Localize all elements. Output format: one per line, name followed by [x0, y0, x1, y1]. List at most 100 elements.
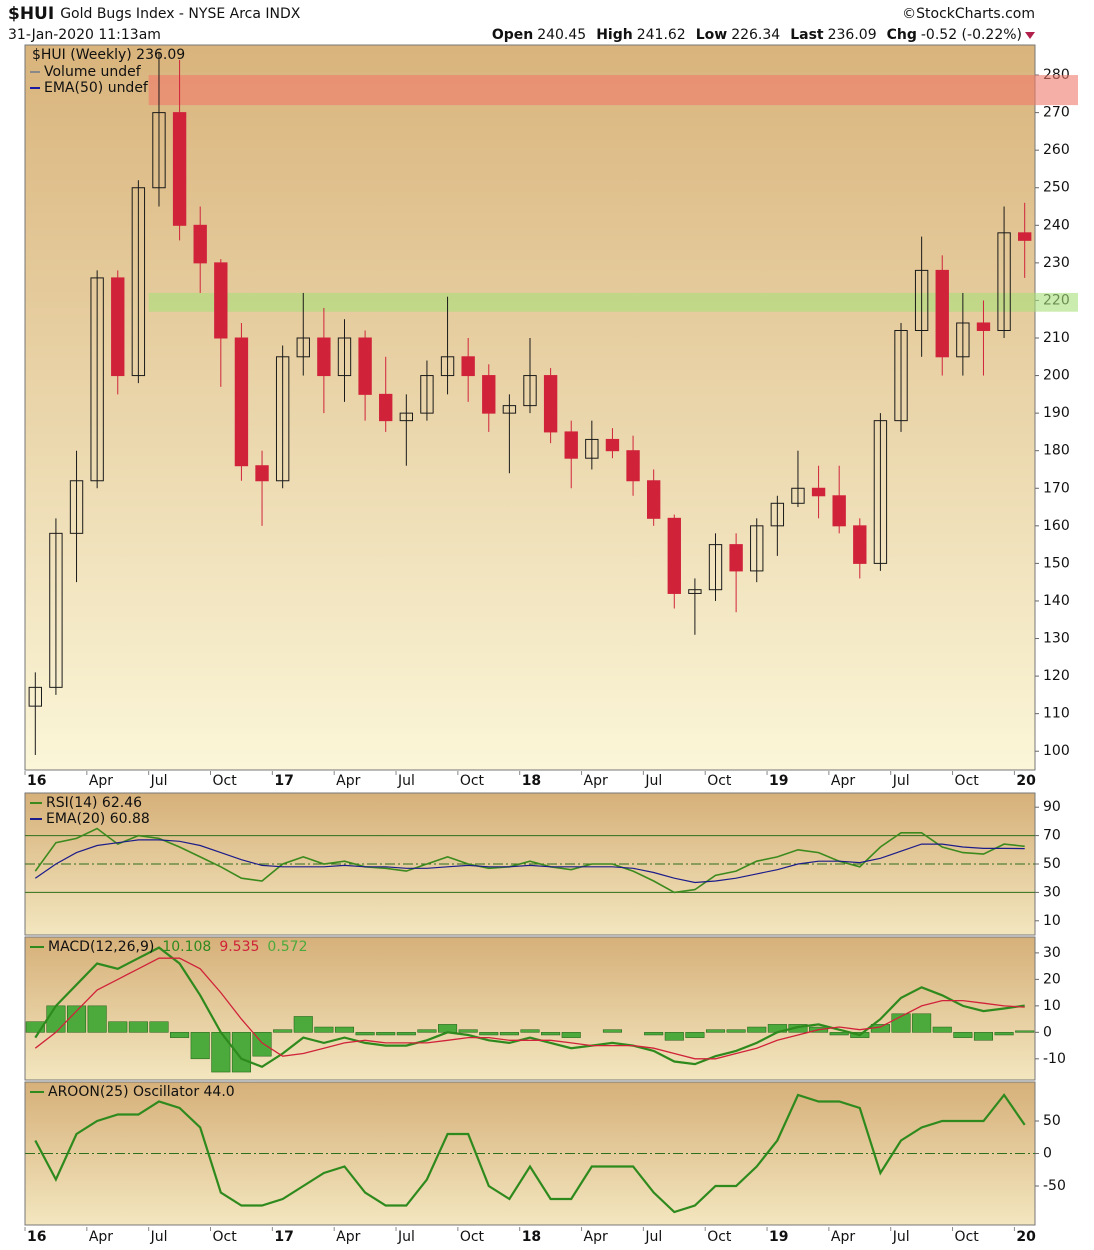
y-tick-label: 110	[1043, 706, 1070, 722]
histogram-bar	[644, 1032, 664, 1036]
histogram-bar	[664, 1032, 684, 1041]
quote-value: 240.45	[537, 27, 586, 43]
series-line	[34, 957, 1025, 1060]
quote-value: 226.34	[731, 27, 780, 43]
x-tick-label: Apr	[584, 1229, 608, 1245]
candle-body	[1018, 232, 1032, 241]
candle-body	[255, 465, 269, 482]
candle-body	[111, 277, 125, 377]
y-tick-label: 120	[1043, 668, 1070, 684]
candle-body	[853, 525, 867, 564]
histogram-bar	[541, 1032, 561, 1036]
y-tick-label: 50	[1043, 1113, 1061, 1129]
series-line	[34, 946, 1025, 1069]
x-tick-label: Oct	[955, 1229, 980, 1245]
histogram-bar	[273, 1029, 293, 1033]
candle-body	[791, 487, 805, 504]
candle-body	[214, 262, 228, 339]
header-title: $HUI Gold Bugs Index - NYSE Arca INDX	[8, 4, 301, 24]
histogram-bar	[438, 1024, 458, 1033]
x-tick-label: 17	[274, 1229, 293, 1245]
y-tick-label: 190	[1043, 405, 1070, 421]
y-tick-label: 140	[1043, 593, 1070, 609]
y-tick-label: 240	[1043, 217, 1070, 233]
x-tick-label: Jul	[644, 773, 662, 789]
legend-entry: 0.572	[267, 939, 307, 955]
x-tick-label: Apr	[831, 1229, 855, 1245]
x-tick-label: Oct	[213, 1229, 238, 1245]
legend-title: MACD(12,26,9)	[48, 939, 154, 955]
x-tick-label: Oct	[213, 773, 238, 789]
x-tick-label: Oct	[460, 773, 485, 789]
candle-body	[997, 232, 1011, 331]
candle-body	[894, 329, 908, 422]
histogram-bar	[602, 1029, 622, 1033]
series-line	[34, 1093, 1026, 1214]
histogram-bar	[334, 1026, 355, 1033]
y-tick-label: 130	[1043, 631, 1070, 647]
histogram-bar	[108, 1021, 128, 1033]
histogram-bar	[170, 1032, 190, 1038]
candle-body	[461, 356, 475, 377]
quote-value: -0.52 (-0.22%)	[921, 27, 1022, 43]
y-tick-label: 70	[1043, 828, 1061, 844]
y-tick-label: 270	[1043, 105, 1070, 121]
legend-entry: 10.108	[162, 939, 211, 955]
candle-body	[28, 686, 42, 707]
histogram-bar	[1015, 1030, 1035, 1033]
y-tick-label: 10	[1043, 998, 1061, 1014]
candle-body	[172, 112, 187, 226]
y-tick-label: 30	[1043, 945, 1061, 961]
candle-body	[811, 487, 826, 497]
quote-value: 236.09	[828, 27, 877, 43]
candle-body	[337, 337, 352, 377]
legend-entry: 9.535	[219, 939, 259, 955]
index-name: Gold Bugs Index - NYSE Arca INDX	[60, 6, 301, 22]
histogram-bar	[67, 1005, 87, 1033]
y-tick-label: 180	[1043, 443, 1070, 459]
x-tick-label: 17	[274, 773, 293, 789]
candle-body	[379, 393, 393, 422]
histogram-bar	[973, 1032, 993, 1041]
candle-body	[770, 502, 785, 527]
histogram-bar	[376, 1032, 396, 1036]
histogram-bar	[417, 1029, 437, 1033]
x-tick-label: 19	[769, 1229, 788, 1245]
x-tick-label: Jul	[397, 773, 415, 789]
y-tick-label: 160	[1043, 518, 1070, 534]
y-tick-label: 200	[1043, 368, 1070, 384]
histogram-bar	[705, 1029, 726, 1033]
histogram-bar	[128, 1021, 148, 1033]
candle-body	[193, 224, 207, 264]
candle-body	[626, 450, 640, 482]
y-tick-label: -10	[1043, 1051, 1066, 1067]
histogram-bar	[25, 1021, 45, 1033]
x-tick-label: Apr	[336, 1229, 360, 1245]
x-tick-label: 18	[522, 1229, 541, 1245]
x-tick-label: Jul	[644, 1229, 662, 1245]
y-tick-label: 0	[1043, 1146, 1052, 1162]
histogram-bar	[458, 1029, 478, 1033]
histogram-bar	[293, 1016, 313, 1033]
candle-body	[832, 495, 846, 527]
histogram-bar	[46, 1005, 66, 1033]
legend-entry: EMA(20) 60.88	[46, 811, 150, 827]
quote: Open 240.45 High 241.62 Low 226.34 Last 236.09 C…	[492, 27, 1022, 43]
x-tick-label: 16	[27, 773, 46, 789]
candle-body	[976, 322, 991, 331]
candle-body	[440, 356, 455, 377]
x-tick-label: Jul	[892, 1229, 910, 1245]
x-tick-label: Apr	[831, 773, 855, 789]
zone	[148, 292, 1078, 312]
y-tick-label: 210	[1043, 330, 1070, 346]
y-tick-label: 250	[1043, 180, 1070, 196]
histogram-bar	[912, 1013, 932, 1033]
candle-body	[482, 375, 496, 414]
x-tick-label: Jul	[150, 773, 168, 789]
quote-value: 241.62	[637, 27, 686, 43]
candle-body	[317, 337, 331, 377]
candle-body	[914, 269, 929, 331]
x-tick-label: 19	[769, 773, 788, 789]
histogram-bar	[211, 1032, 231, 1073]
y-tick-label: 100	[1043, 743, 1070, 759]
